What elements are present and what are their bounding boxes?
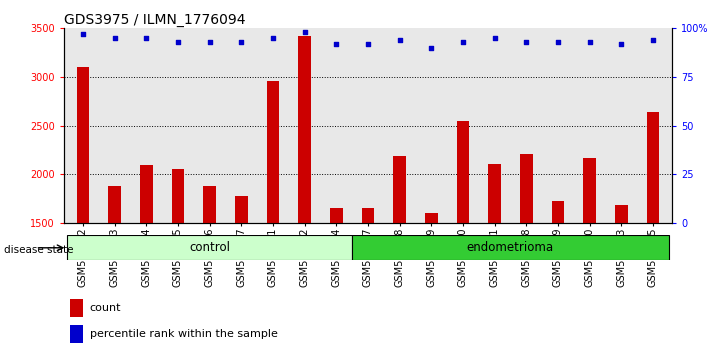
Bar: [520, 154, 533, 223]
Bar: [615, 205, 628, 223]
Text: endometrioma: endometrioma: [467, 241, 554, 254]
Bar: [299, 36, 311, 223]
Text: percentile rank within the sample: percentile rank within the sample: [90, 329, 277, 339]
Bar: [352, 235, 669, 260]
Bar: [140, 165, 153, 223]
Point: [552, 39, 564, 45]
Point: [394, 37, 405, 43]
Point: [489, 35, 501, 41]
Bar: [552, 201, 565, 223]
Point: [77, 31, 89, 37]
Bar: [646, 112, 659, 223]
Bar: [330, 209, 343, 223]
Bar: [267, 81, 279, 223]
Bar: [488, 164, 501, 223]
Point: [235, 39, 247, 45]
Text: disease state: disease state: [4, 245, 73, 255]
Point: [331, 41, 342, 47]
Bar: [362, 209, 374, 223]
Bar: [171, 169, 184, 223]
Bar: [393, 156, 406, 223]
Bar: [70, 325, 83, 343]
Text: GDS3975 / ILMN_1776094: GDS3975 / ILMN_1776094: [64, 13, 245, 27]
Point: [457, 39, 469, 45]
Point: [267, 35, 279, 41]
Bar: [77, 67, 90, 223]
Point: [616, 41, 627, 47]
Point: [109, 35, 120, 41]
Point: [520, 39, 532, 45]
Text: count: count: [90, 303, 121, 313]
Point: [584, 39, 595, 45]
Point: [204, 39, 215, 45]
Point: [362, 41, 374, 47]
Bar: [456, 121, 469, 223]
Point: [141, 35, 152, 41]
Point: [299, 29, 310, 35]
Bar: [235, 196, 247, 223]
Bar: [67, 235, 352, 260]
Text: control: control: [189, 241, 230, 254]
Bar: [583, 158, 596, 223]
Point: [647, 37, 658, 43]
Point: [172, 39, 183, 45]
Bar: [70, 299, 83, 317]
Point: [426, 45, 437, 51]
Bar: [203, 186, 216, 223]
Bar: [108, 186, 121, 223]
Bar: [425, 213, 437, 223]
